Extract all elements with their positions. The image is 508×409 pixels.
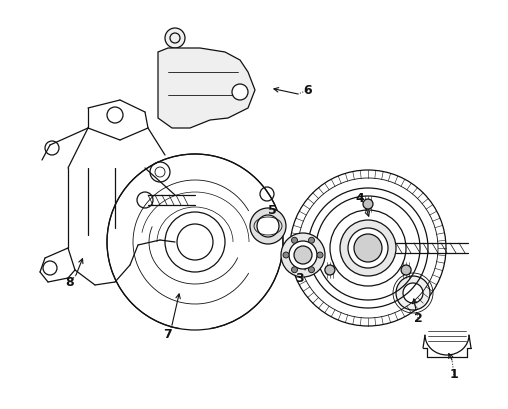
Circle shape bbox=[257, 215, 279, 237]
Circle shape bbox=[232, 84, 248, 100]
Text: 6: 6 bbox=[304, 83, 312, 97]
Text: 8: 8 bbox=[66, 276, 74, 288]
Circle shape bbox=[281, 233, 325, 277]
Circle shape bbox=[294, 246, 312, 264]
Circle shape bbox=[325, 265, 335, 275]
Text: 1: 1 bbox=[450, 369, 458, 382]
Circle shape bbox=[165, 28, 185, 48]
Circle shape bbox=[289, 241, 317, 269]
Circle shape bbox=[107, 154, 283, 330]
Circle shape bbox=[283, 252, 289, 258]
Circle shape bbox=[348, 228, 388, 268]
Circle shape bbox=[250, 208, 286, 244]
Circle shape bbox=[363, 199, 373, 209]
Circle shape bbox=[340, 220, 396, 276]
Circle shape bbox=[308, 267, 314, 273]
Text: 4: 4 bbox=[356, 191, 364, 204]
Circle shape bbox=[308, 237, 314, 243]
Circle shape bbox=[317, 252, 323, 258]
Circle shape bbox=[292, 267, 298, 273]
Text: 5: 5 bbox=[268, 204, 276, 216]
Circle shape bbox=[403, 283, 423, 303]
Text: 2: 2 bbox=[414, 312, 422, 324]
Circle shape bbox=[292, 237, 298, 243]
Text: 3: 3 bbox=[296, 272, 304, 285]
Circle shape bbox=[354, 234, 382, 262]
Circle shape bbox=[401, 265, 411, 275]
Circle shape bbox=[396, 276, 430, 310]
Polygon shape bbox=[158, 48, 255, 128]
Text: 7: 7 bbox=[164, 328, 172, 342]
Circle shape bbox=[290, 170, 446, 326]
